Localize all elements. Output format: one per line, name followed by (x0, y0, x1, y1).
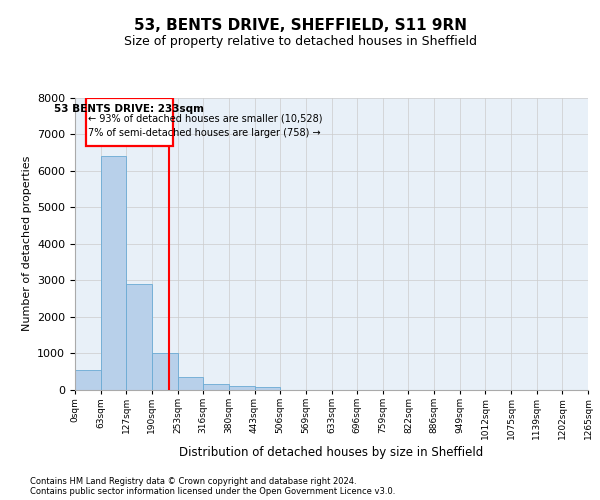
Bar (152, 354, 178, 390)
Bar (101, 156, 127, 390)
Bar (229, 386, 254, 390)
Bar (75, 370, 101, 390)
Text: 53, BENTS DRIVE, SHEFFIELD, S11 9RN: 53, BENTS DRIVE, SHEFFIELD, S11 9RN (133, 18, 467, 32)
Bar (178, 377, 203, 390)
Bar (254, 387, 280, 390)
Text: 53 BENTS DRIVE: 233sqm: 53 BENTS DRIVE: 233sqm (54, 104, 204, 115)
Text: 7% of semi-detached houses are larger (758) →: 7% of semi-detached houses are larger (7… (88, 128, 321, 138)
Y-axis label: Number of detached properties: Number of detached properties (22, 156, 32, 332)
Bar (86, 98, 173, 146)
X-axis label: Distribution of detached houses by size in Sheffield: Distribution of detached houses by size … (179, 446, 484, 459)
Text: ← 93% of detached houses are smaller (10,528): ← 93% of detached houses are smaller (10… (88, 114, 323, 124)
Bar (203, 384, 229, 390)
Text: Size of property relative to detached houses in Sheffield: Size of property relative to detached ho… (124, 35, 476, 48)
Text: Contains HM Land Registry data © Crown copyright and database right 2024.
Contai: Contains HM Land Registry data © Crown c… (30, 476, 395, 496)
Bar (127, 284, 152, 390)
